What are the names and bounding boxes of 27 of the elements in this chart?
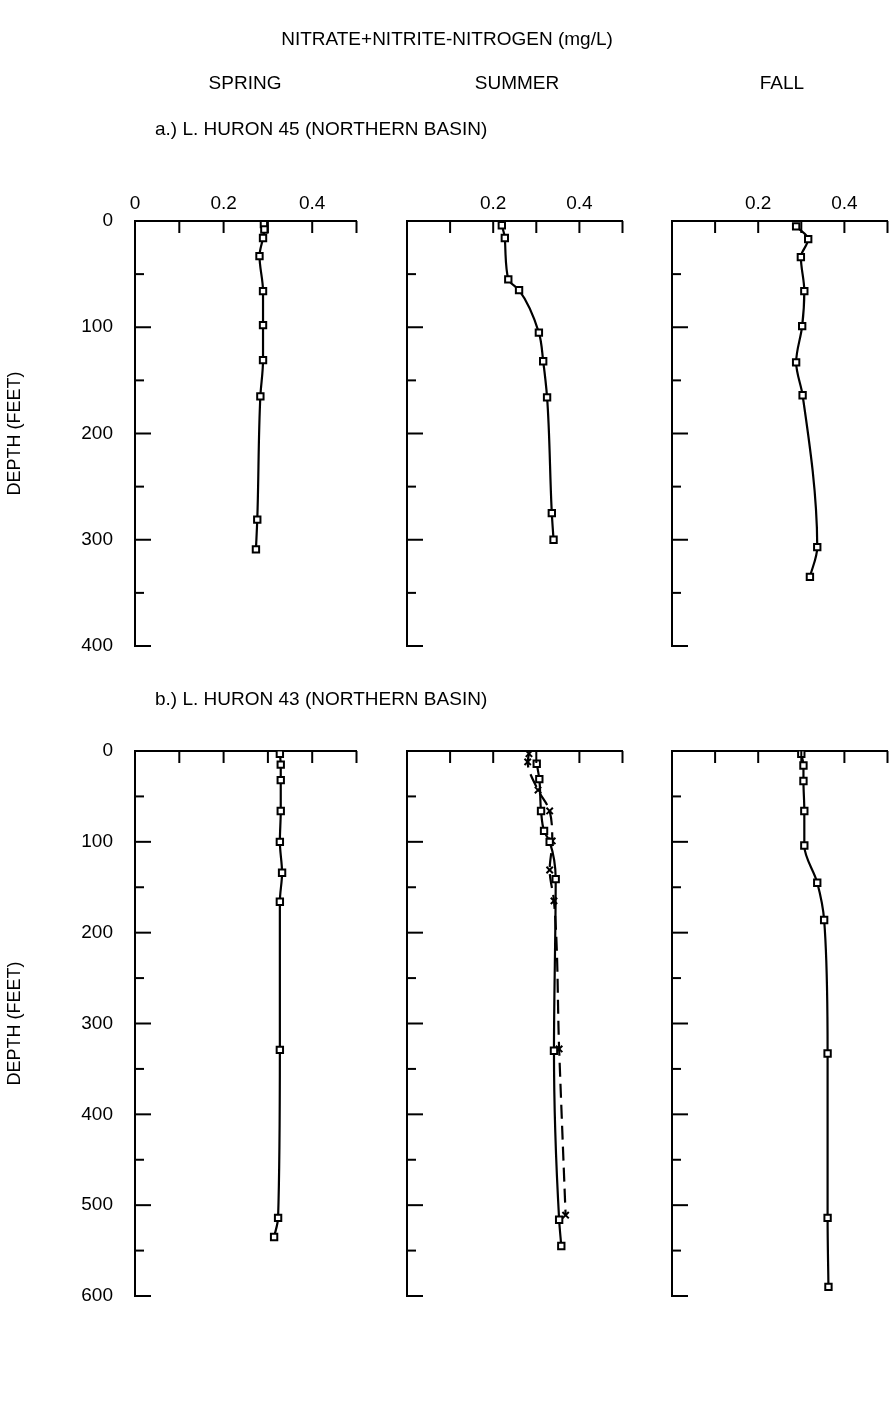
y-tick-label: 400: [81, 1102, 113, 1124]
chart-title: SUMMER: [474, 72, 560, 93]
chart-title: FALL: [759, 72, 805, 93]
x-tick-label: 0.4: [566, 191, 594, 213]
chart-subtitle: a.) L. HURON 45 (NORTHERN BASIN): [155, 118, 488, 139]
y-tick-label: 0: [102, 739, 113, 761]
y-tick-label: 0: [102, 209, 113, 231]
x-tick-label: 0.2: [744, 191, 772, 213]
y-axis-title: DEPTH (FEET): [3, 371, 24, 496]
y-tick-label: 100: [81, 830, 113, 852]
y-tick-label: 400: [81, 634, 113, 656]
x-axis-title: NITRATE+NITRITE-NITROGEN (mg/L): [281, 28, 613, 49]
x-tick-label: 0.2: [210, 191, 237, 213]
y-tick-label: 200: [81, 421, 113, 443]
x-tick-label: 0.2: [479, 191, 507, 213]
y-axis-title: DEPTH (FEET): [3, 961, 24, 1086]
y-tick-label: 300: [81, 1011, 113, 1033]
y-tick-label: 500: [81, 1193, 113, 1215]
y-tick-label: 200: [81, 920, 113, 942]
x-tick-label: 0.4: [298, 191, 326, 213]
x-tick-label: 0: [129, 191, 141, 213]
y-tick-label: 600: [81, 1284, 113, 1306]
chart-subtitle: b.) L. HURON 43 (NORTHERN BASIN): [155, 688, 488, 709]
y-tick-label: 100: [81, 315, 113, 337]
chart-title: SPRING: [208, 72, 282, 93]
x-tick-label: 0.4: [831, 191, 859, 213]
y-tick-label: 300: [81, 527, 113, 549]
